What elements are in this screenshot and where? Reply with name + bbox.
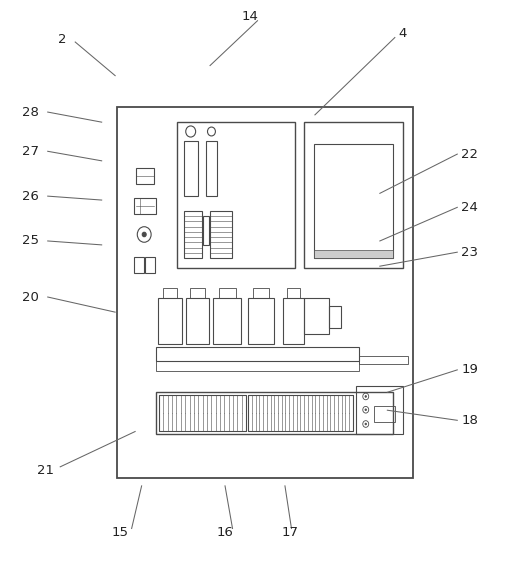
Text: 23: 23 — [461, 246, 478, 259]
Bar — [184, 142, 197, 196]
Bar — [287, 288, 300, 298]
Bar — [163, 288, 177, 298]
Text: 25: 25 — [22, 234, 39, 247]
Text: 27: 27 — [22, 145, 39, 158]
Bar — [190, 288, 205, 298]
Text: 26: 26 — [22, 190, 39, 203]
Bar — [156, 392, 393, 434]
Text: 17: 17 — [281, 526, 298, 539]
Bar — [156, 348, 359, 361]
Text: 2: 2 — [59, 33, 67, 46]
Bar — [184, 211, 201, 258]
Text: 24: 24 — [462, 201, 478, 214]
Bar — [145, 258, 155, 273]
Bar — [248, 395, 353, 431]
Text: 4: 4 — [398, 27, 407, 40]
Bar — [314, 144, 393, 258]
Bar — [329, 306, 341, 328]
Bar — [117, 107, 413, 478]
Text: 15: 15 — [112, 526, 129, 539]
Bar — [359, 356, 408, 364]
Bar — [248, 298, 274, 344]
Circle shape — [365, 409, 367, 410]
Bar — [253, 288, 269, 298]
Bar — [305, 298, 329, 335]
Bar — [134, 198, 156, 214]
Circle shape — [365, 423, 367, 425]
Bar — [314, 250, 393, 258]
Text: 18: 18 — [462, 414, 478, 427]
Bar — [305, 122, 403, 268]
Bar — [206, 142, 217, 196]
Text: 16: 16 — [217, 526, 233, 539]
Bar — [186, 298, 210, 344]
Bar — [211, 211, 232, 258]
Bar — [159, 395, 246, 431]
Circle shape — [142, 232, 146, 237]
Text: 14: 14 — [241, 10, 259, 23]
Text: 21: 21 — [37, 464, 54, 477]
Circle shape — [365, 396, 367, 397]
Text: 22: 22 — [461, 148, 478, 161]
Text: 28: 28 — [22, 106, 39, 118]
Bar — [156, 361, 359, 371]
Bar — [203, 216, 210, 246]
Bar — [177, 122, 294, 268]
Bar — [214, 298, 241, 344]
Bar — [136, 168, 154, 184]
Bar — [356, 386, 403, 434]
Bar — [374, 406, 395, 422]
Text: 20: 20 — [22, 290, 39, 303]
Bar — [134, 258, 144, 273]
Bar — [219, 288, 236, 298]
Text: 19: 19 — [462, 363, 478, 376]
Bar — [158, 298, 182, 344]
Bar — [283, 298, 305, 344]
